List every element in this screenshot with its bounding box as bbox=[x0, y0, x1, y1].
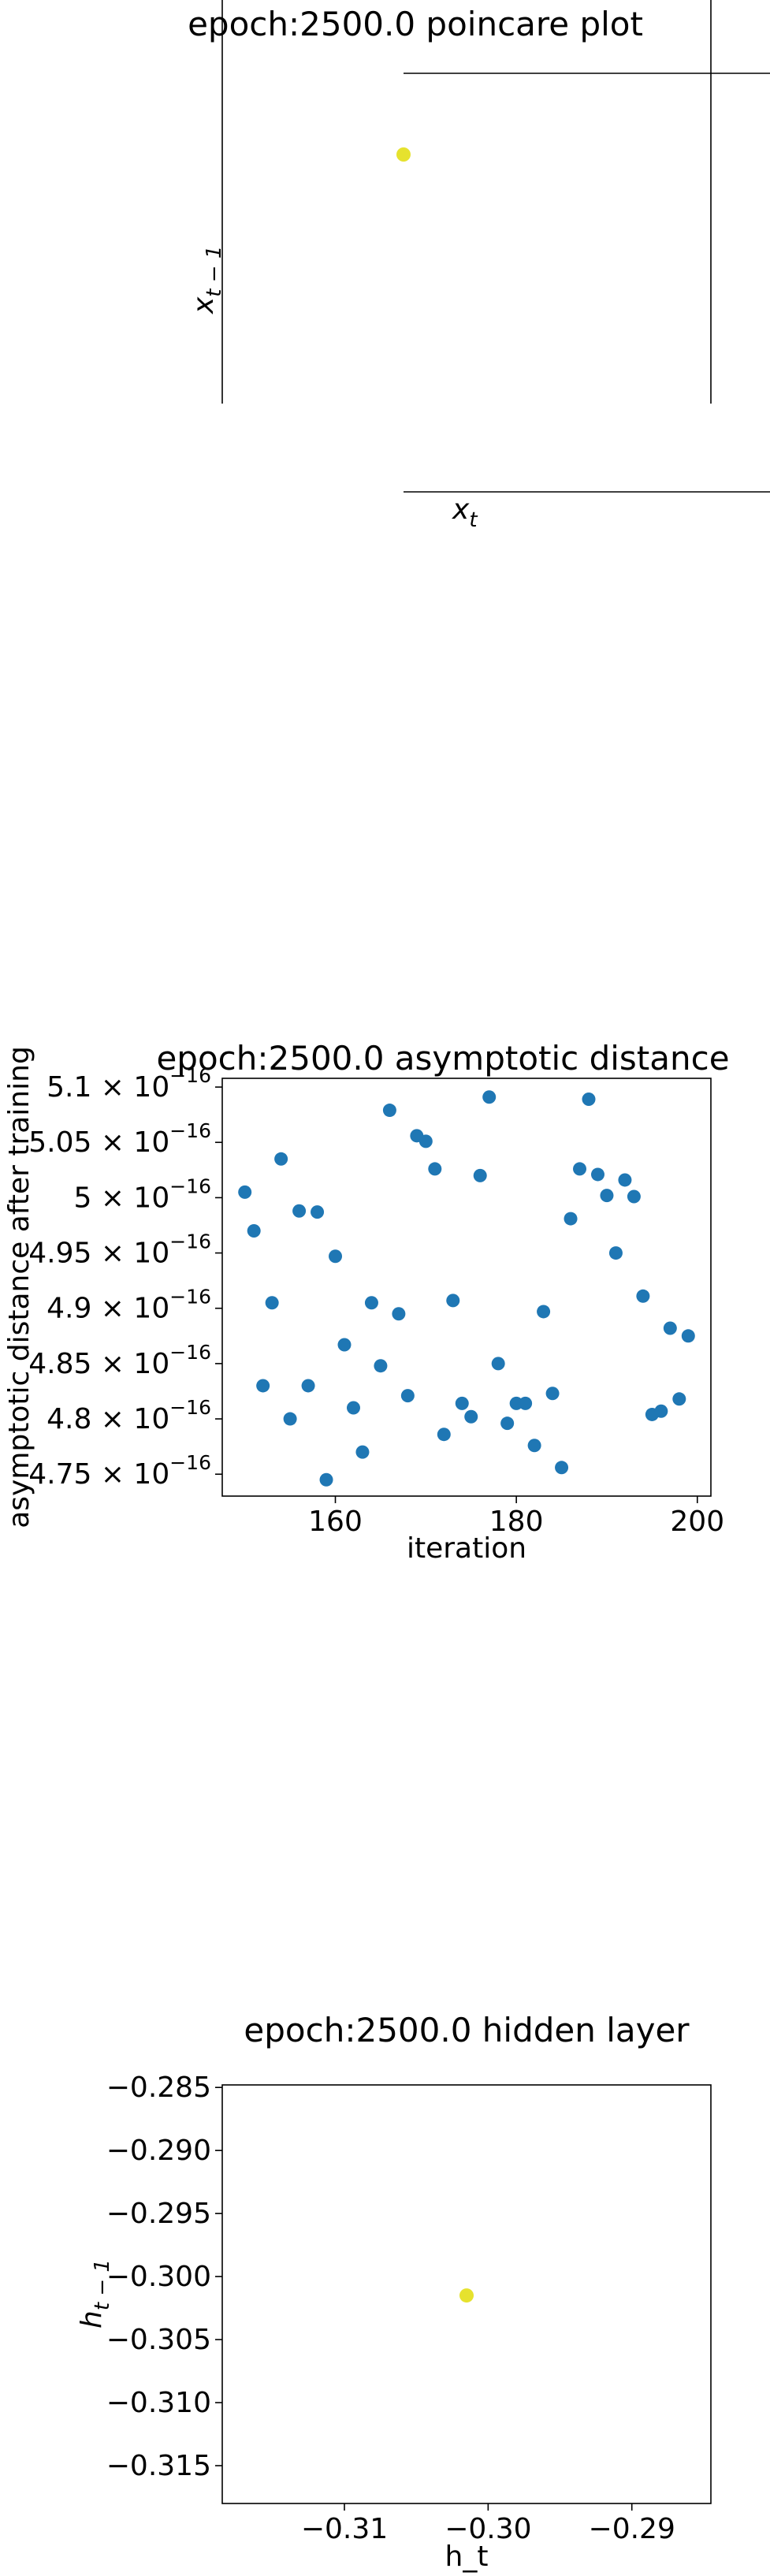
asymptotic-distance-y-ticks: 4.75 × 10−16 4.8 × 10−16 4.85 × 10−16 4.9 ×… bbox=[28, 1064, 222, 1491]
hidden-layer-x-ticks: −0.31 −0.30 −0.29 bbox=[301, 2503, 675, 2545]
asymptotic-distance-point bbox=[265, 1296, 279, 1310]
asymptotic-distance-point bbox=[283, 1412, 297, 1426]
asymptotic-distance-point bbox=[582, 1093, 596, 1107]
asymptotic-distance-point bbox=[274, 1152, 288, 1166]
asymptotic-distance-point bbox=[418, 1134, 433, 1148]
asymptotic-distance-y-tick-label: 4.9 × 10−16 bbox=[46, 1286, 211, 1325]
asymptotic-distance-point bbox=[464, 1409, 478, 1424]
asymptotic-distance-point bbox=[446, 1294, 460, 1308]
asymptotic-distance-y-tick-label: 4.8 × 10−16 bbox=[46, 1396, 211, 1435]
asymptotic-distance-point bbox=[681, 1329, 695, 1343]
hidden-layer-panel: epoch:2500.0 hidden layer −0.285−0.290−0… bbox=[76, 2011, 712, 2573]
asymptotic-distance-y-tick-label: 5.05 × 10−16 bbox=[28, 1119, 211, 1159]
asymptotic-distance-x-tick-label: 160 bbox=[308, 1506, 363, 1538]
poincare-y-axis-label: xt − 1 bbox=[188, 246, 226, 315]
asymptotic-distance-point bbox=[482, 1090, 497, 1104]
hidden-layer-y-axis-label: ht − 1 bbox=[76, 2259, 114, 2328]
asymptotic-distance-title: epoch:2500.0 asymptotic distance bbox=[156, 1039, 729, 1078]
asymptotic-distance-point bbox=[256, 1379, 270, 1393]
hidden-layer-points bbox=[459, 2288, 474, 2303]
asymptotic-distance-point bbox=[301, 1379, 315, 1393]
asymptotic-distance-point bbox=[329, 1249, 343, 1264]
asymptotic-distance-point bbox=[600, 1189, 614, 1203]
asymptotic-distance-point bbox=[392, 1307, 406, 1321]
asymptotic-distance-point bbox=[636, 1289, 650, 1303]
hidden-layer-y-tick-label: −0.305 bbox=[106, 2324, 211, 2356]
poincare-plot-panel: epoch:2500.0 poincare plot xt xt − 1 bbox=[188, 0, 770, 532]
asymptotic-distance-point bbox=[319, 1472, 333, 1487]
asymptotic-distance-point bbox=[654, 1404, 668, 1418]
asymptotic-distance-y-tick-label: 4.85 × 10−16 bbox=[28, 1341, 211, 1380]
hidden-layer-x-tick-label: −0.29 bbox=[589, 2513, 675, 2545]
hidden-layer-y-tick-label: −0.310 bbox=[106, 2387, 211, 2419]
asymptotic-distance-point bbox=[428, 1162, 442, 1176]
asymptotic-distance-point bbox=[555, 1461, 569, 1475]
asymptotic-distance-y-tick-label: 4.95 × 10−16 bbox=[28, 1230, 211, 1270]
asymptotic-distance-plot-area bbox=[221, 1078, 712, 1497]
asymptotic-distance-point bbox=[564, 1212, 578, 1226]
asymptotic-distance-point bbox=[455, 1396, 469, 1410]
asymptotic-distance-point bbox=[573, 1162, 587, 1176]
asymptotic-distance-point bbox=[519, 1396, 533, 1410]
asymptotic-distance-point bbox=[355, 1445, 370, 1459]
asymptotic-distance-panel: epoch:2500.0 asymptotic distance 4.75 × … bbox=[3, 1039, 730, 1565]
poincare-points bbox=[396, 147, 411, 162]
hidden-layer-title: epoch:2500.0 hidden layer bbox=[244, 2011, 690, 2049]
asymptotic-distance-point bbox=[337, 1338, 352, 1352]
asymptotic-distance-x-tick-label: 180 bbox=[489, 1506, 544, 1538]
hidden-layer-y-tick-label: −0.285 bbox=[106, 2072, 211, 2104]
asymptotic-distance-y-tick-label: 5 × 10−16 bbox=[73, 1174, 211, 1214]
hidden-layer-y-tick-label: −0.315 bbox=[106, 2450, 211, 2482]
asymptotic-distance-point bbox=[672, 1392, 686, 1406]
poincare-plot-title: epoch:2500.0 poincare plot bbox=[188, 5, 643, 43]
poincare-point bbox=[396, 147, 411, 162]
asymptotic-distance-point bbox=[400, 1389, 415, 1403]
asymptotic-distance-point bbox=[346, 1401, 360, 1415]
hidden-layer-x-tick-label: −0.30 bbox=[445, 2513, 531, 2545]
asymptotic-distance-point bbox=[292, 1204, 307, 1218]
asymptotic-distance-point bbox=[627, 1189, 641, 1204]
asymptotic-distance-point bbox=[364, 1296, 378, 1310]
hidden-layer-plot-area bbox=[221, 2084, 712, 2504]
poincare-x-axis-label: xt bbox=[452, 493, 478, 532]
hidden-layer-y-tick-label: −0.295 bbox=[106, 2198, 211, 2230]
asymptotic-distance-point bbox=[238, 1185, 252, 1199]
hidden-layer-y-tick-label: −0.300 bbox=[106, 2261, 211, 2293]
asymptotic-distance-point bbox=[491, 1357, 505, 1371]
asymptotic-distance-point bbox=[608, 1246, 623, 1260]
asymptotic-distance-point bbox=[590, 1167, 604, 1182]
asymptotic-distance-point bbox=[311, 1205, 325, 1219]
asymptotic-distance-x-ticks: 160 180 200 bbox=[308, 1496, 724, 1538]
hidden-layer-x-axis-label: h_t bbox=[445, 2541, 489, 2573]
asymptotic-distance-point bbox=[527, 1439, 541, 1453]
asymptotic-distance-point bbox=[500, 1416, 515, 1431]
hidden-layer-y-tick-label: −0.290 bbox=[106, 2135, 211, 2167]
asymptotic-distance-y-axis-label: asymptotic distance after training bbox=[3, 1046, 35, 1528]
asymptotic-distance-point bbox=[437, 1428, 451, 1442]
asymptotic-distance-x-axis-label: iteration bbox=[407, 1532, 526, 1565]
asymptotic-distance-x-tick-label: 200 bbox=[670, 1506, 724, 1538]
hidden-layer-x-tick-label: −0.31 bbox=[301, 2513, 388, 2545]
hidden-layer-y-ticks: −0.285 −0.290 −0.295 −0.300 −0.305 −0.310 −0.3… bbox=[106, 2072, 222, 2482]
asymptotic-distance-y-tick-label: 4.75 × 10−16 bbox=[28, 1451, 211, 1491]
asymptotic-distance-point bbox=[618, 1173, 632, 1187]
asymptotic-distance-y-tick-label: 5.1 × 10−16 bbox=[46, 1064, 211, 1104]
asymptotic-distance-point bbox=[473, 1168, 487, 1182]
asymptotic-distance-points bbox=[238, 1090, 695, 1487]
hidden-layer-point bbox=[459, 2288, 474, 2303]
asymptotic-distance-point bbox=[663, 1321, 677, 1335]
asymptotic-distance-point bbox=[374, 1359, 388, 1373]
asymptotic-distance-point bbox=[537, 1305, 551, 1319]
asymptotic-distance-point bbox=[247, 1224, 261, 1238]
asymptotic-distance-point bbox=[382, 1104, 396, 1118]
asymptotic-distance-point bbox=[545, 1387, 560, 1401]
